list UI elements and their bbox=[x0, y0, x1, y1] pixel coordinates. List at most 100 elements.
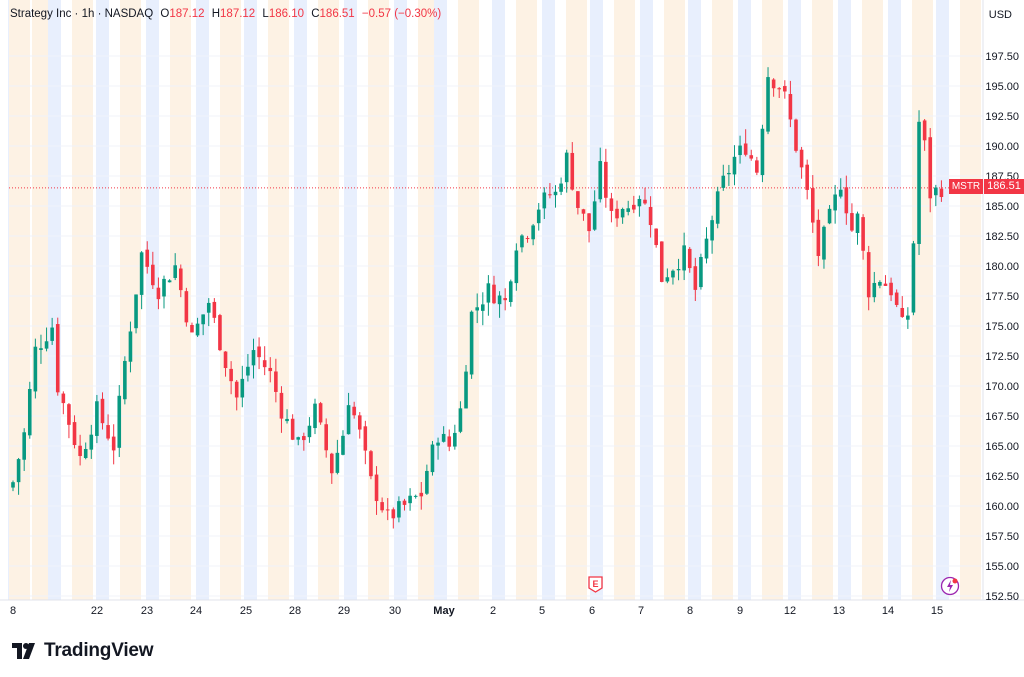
candle-body bbox=[721, 175, 726, 188]
candle-body bbox=[906, 315, 910, 320]
candle-body bbox=[464, 371, 468, 409]
candle-body bbox=[78, 445, 82, 457]
premarket-band bbox=[196, 0, 209, 600]
candle-body bbox=[604, 161, 608, 198]
candle-body bbox=[145, 249, 150, 267]
candle-body bbox=[262, 360, 267, 368]
tradingview-logo[interactable]: TradingView bbox=[12, 640, 154, 662]
symbol-title[interactable]: Strategy Inc · 1h · NASDAQ bbox=[10, 8, 154, 20]
time-axis: 8 22 23 24 25 28 29 30 May 2 5 6 7 8 9 12 13 14 15 bbox=[10, 605, 943, 617]
candle-body bbox=[553, 191, 558, 196]
candle-body bbox=[520, 235, 524, 248]
time-tick-label: 9 bbox=[737, 605, 743, 617]
price-tick-label: 182.50 bbox=[985, 231, 1019, 243]
high-label: H bbox=[211, 8, 221, 20]
candle-body bbox=[743, 143, 748, 155]
candle-body bbox=[100, 398, 105, 424]
time-tick-label: May bbox=[433, 605, 455, 617]
postmarket-band bbox=[72, 0, 93, 600]
premarket-band bbox=[542, 0, 555, 600]
premarket-band bbox=[590, 0, 603, 600]
candle-body bbox=[123, 360, 127, 400]
time-tick-label: 23 bbox=[141, 605, 153, 617]
candle-body bbox=[805, 164, 809, 190]
postmarket-band bbox=[960, 0, 981, 600]
candle-body bbox=[324, 424, 328, 451]
candle-body bbox=[632, 204, 636, 210]
candle-body bbox=[61, 393, 66, 404]
candle-body bbox=[290, 418, 295, 440]
legend-header: Strategy Inc · 1h · NASDAQ O187.12 H187.… bbox=[10, 8, 445, 20]
candle-body bbox=[592, 201, 597, 230]
earnings-event-icon[interactable]: E bbox=[587, 576, 604, 593]
candle-body bbox=[671, 270, 675, 278]
candle-body bbox=[178, 268, 183, 291]
high-value: 187.12 bbox=[220, 8, 256, 20]
candle-body bbox=[883, 283, 888, 286]
candle-body bbox=[441, 433, 446, 442]
price-tick-label: 197.50 bbox=[985, 51, 1019, 63]
candle-body bbox=[279, 392, 284, 419]
candle-body bbox=[637, 198, 642, 207]
premarket-band bbox=[738, 0, 751, 600]
price-tick-label: 157.50 bbox=[985, 531, 1019, 543]
candle-body bbox=[710, 220, 714, 241]
candle-body bbox=[822, 226, 826, 260]
candle-body bbox=[27, 388, 32, 436]
candle-body bbox=[218, 315, 222, 351]
candle-body bbox=[536, 209, 541, 224]
candle-body bbox=[268, 367, 273, 372]
time-tick-label: 24 bbox=[190, 605, 202, 617]
symbol-price-tag: MSTR bbox=[949, 179, 983, 194]
candle-body bbox=[246, 366, 250, 376]
price-tick-label: 175.00 bbox=[985, 321, 1019, 333]
candle-body bbox=[22, 432, 26, 460]
candle-body bbox=[223, 351, 228, 369]
candle-body bbox=[626, 208, 631, 212]
candle-body bbox=[335, 452, 340, 473]
candle-body bbox=[33, 346, 38, 392]
candle-body bbox=[212, 301, 217, 318]
candle-body bbox=[620, 208, 625, 218]
candle-body bbox=[894, 292, 899, 305]
candle-body bbox=[480, 304, 485, 311]
currency-label[interactable]: USD bbox=[988, 9, 1012, 21]
premarket-band bbox=[48, 0, 61, 600]
candle-body bbox=[251, 350, 256, 366]
low-value: 186.10 bbox=[268, 8, 305, 20]
time-tick-label: 6 bbox=[589, 605, 595, 617]
candle-body bbox=[749, 155, 754, 159]
postmarket-band bbox=[664, 0, 685, 600]
candle-body bbox=[117, 395, 122, 448]
candle-body bbox=[162, 278, 166, 297]
candle-body bbox=[727, 172, 731, 175]
candle-body bbox=[788, 94, 793, 120]
postmarket-band bbox=[614, 0, 635, 600]
time-tick-label: 25 bbox=[240, 605, 252, 617]
candle-body bbox=[363, 426, 368, 451]
candle-body bbox=[67, 404, 71, 425]
candle-body bbox=[659, 241, 664, 282]
candle-body bbox=[755, 160, 759, 173]
candle-body bbox=[318, 403, 323, 423]
postmarket-band bbox=[516, 0, 537, 600]
premarket-band bbox=[96, 0, 109, 600]
candle-body bbox=[609, 198, 614, 211]
postmarket-band bbox=[9, 0, 30, 600]
candle-body bbox=[665, 277, 670, 282]
postmarket-band bbox=[812, 0, 833, 600]
candle-body bbox=[296, 437, 301, 440]
candle-body bbox=[850, 213, 854, 231]
candle-body bbox=[458, 408, 463, 432]
candle-body bbox=[201, 314, 205, 325]
candle-body bbox=[816, 219, 821, 256]
dividend-icon[interactable] bbox=[940, 576, 960, 596]
candle-body bbox=[385, 509, 390, 511]
price-tick-label: 152.50 bbox=[985, 591, 1019, 603]
premarket-band bbox=[394, 0, 407, 600]
candle-body bbox=[190, 324, 194, 333]
price-tick-label: 162.50 bbox=[985, 471, 1019, 483]
candle-body bbox=[911, 243, 916, 313]
postmarket-band bbox=[458, 0, 479, 600]
